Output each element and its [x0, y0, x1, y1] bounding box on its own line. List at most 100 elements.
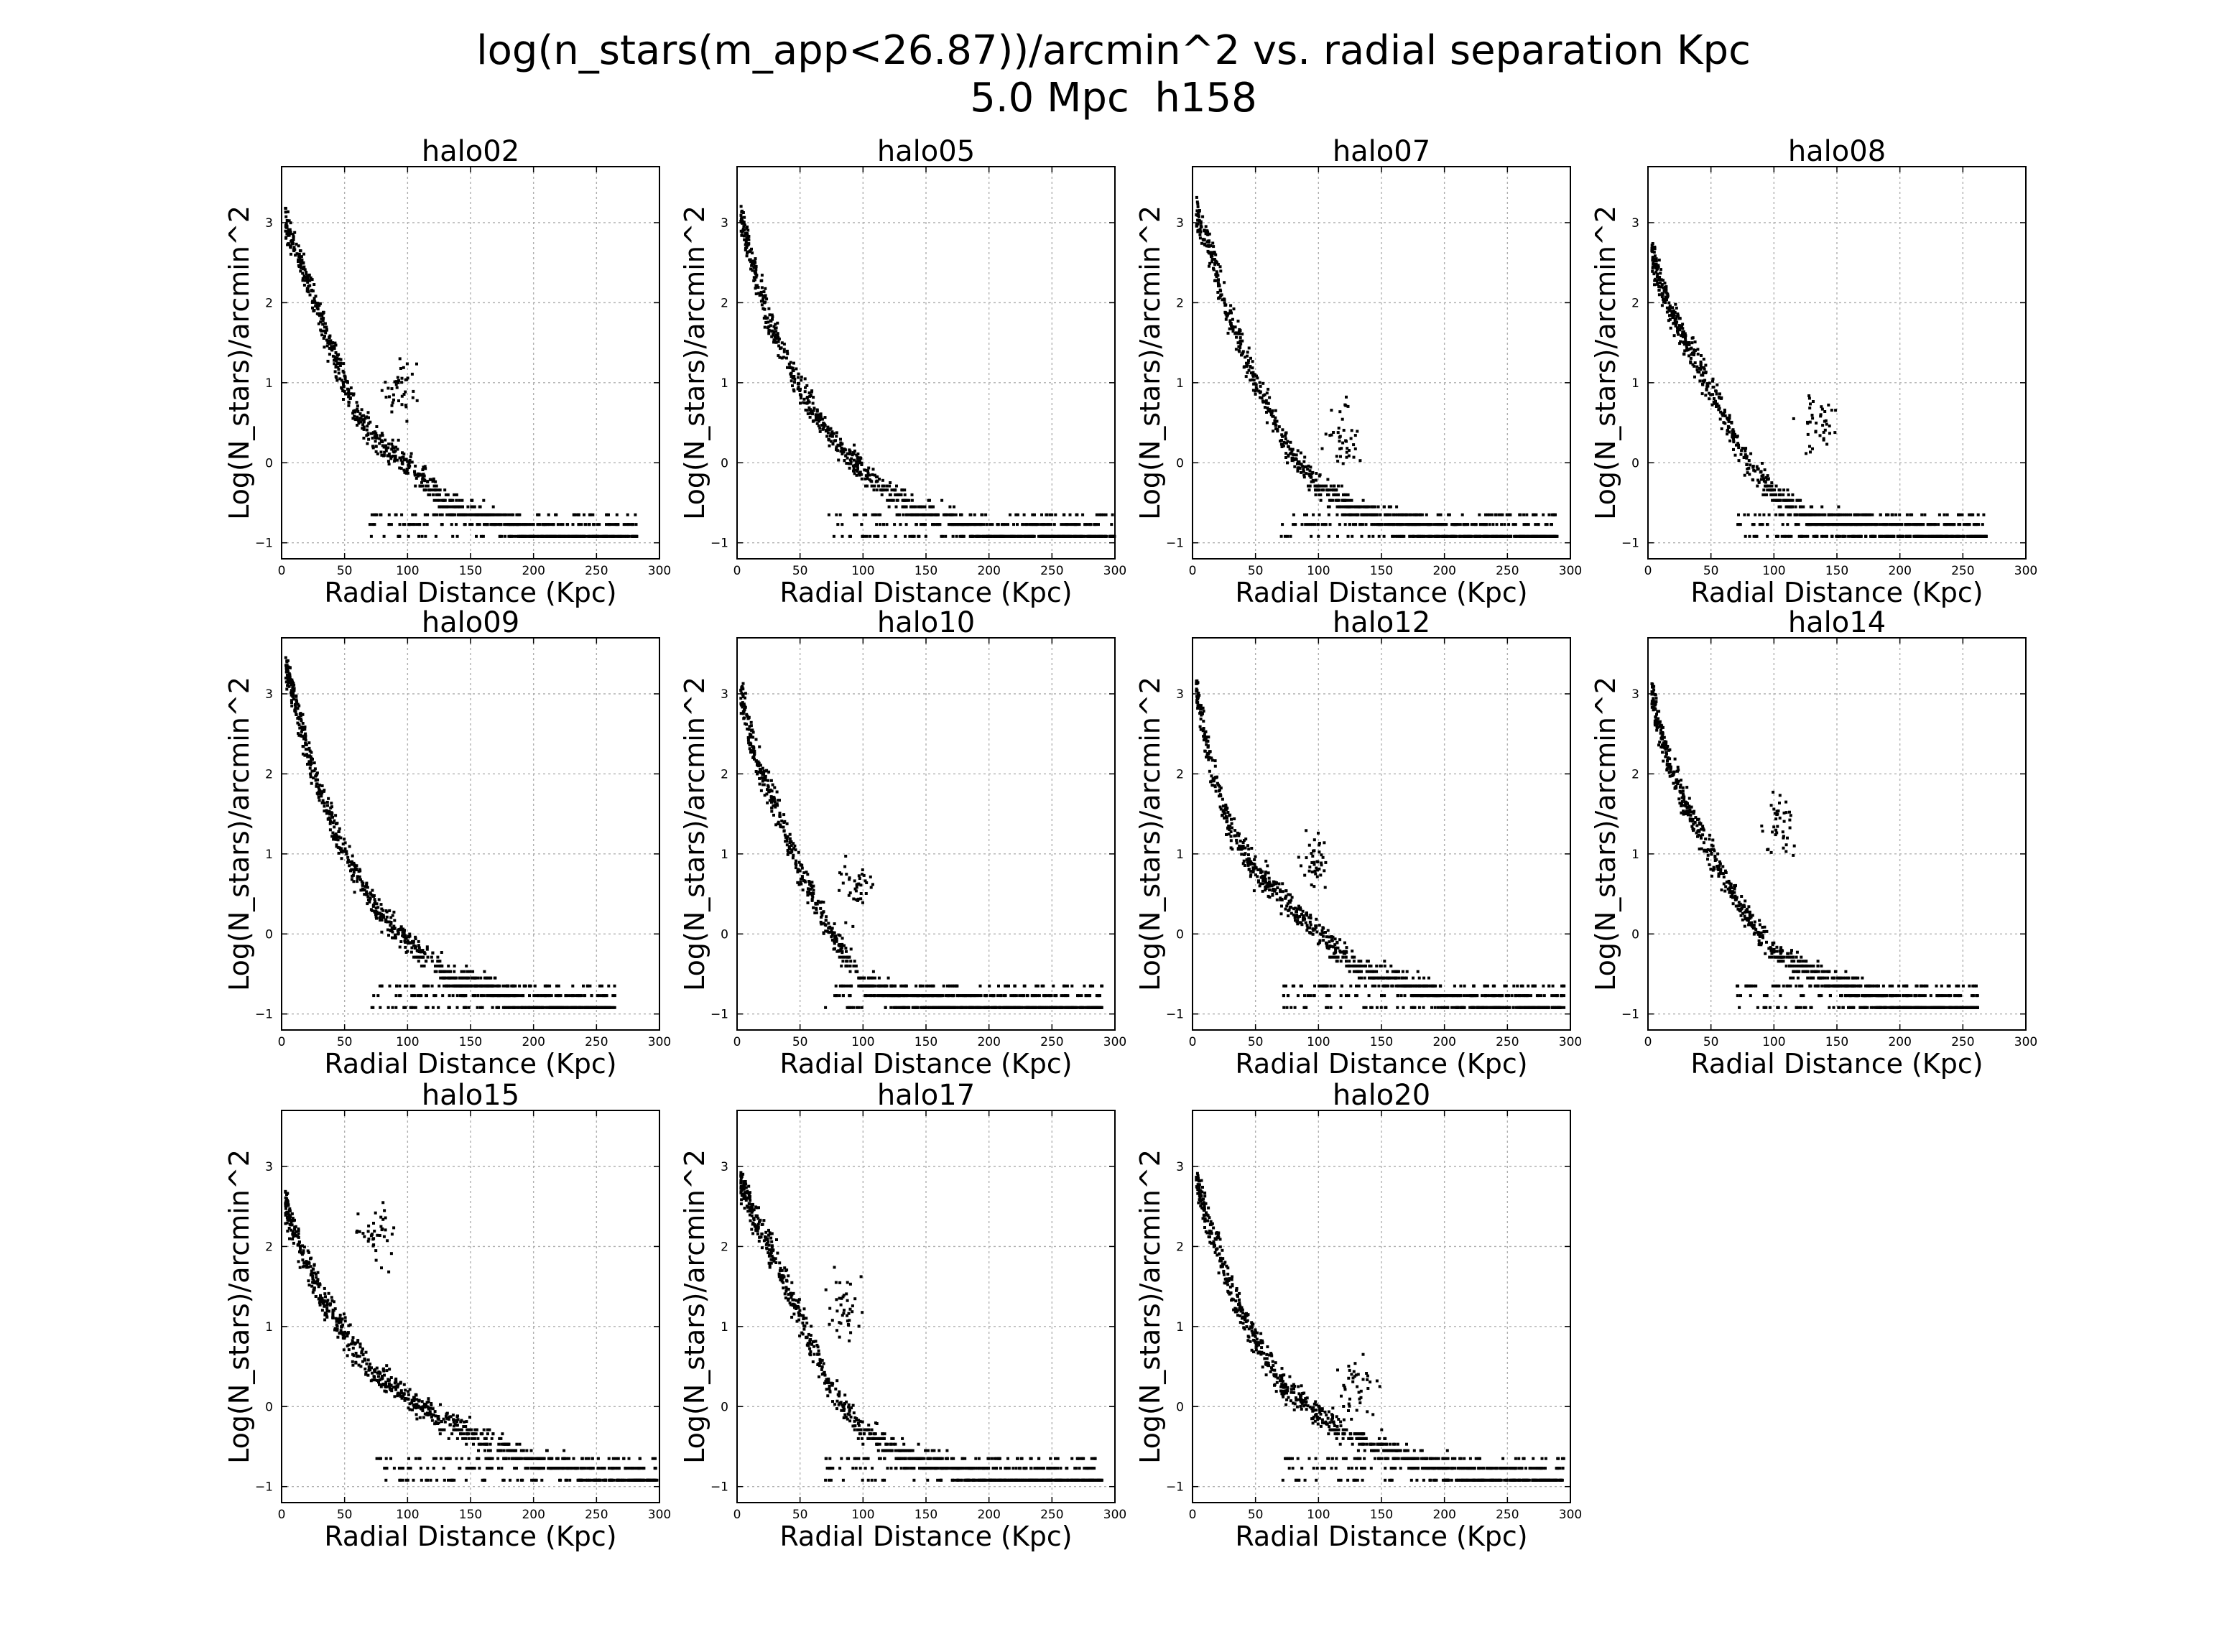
data-point: [295, 242, 298, 246]
data-point: [606, 513, 609, 516]
data-point: [859, 473, 863, 476]
data-point: [323, 335, 326, 338]
data-point: [380, 918, 384, 922]
data-point: [1363, 513, 1366, 516]
data-point: [1930, 534, 1933, 538]
data-point: [596, 523, 599, 526]
data-point: [750, 264, 754, 267]
data-point: [458, 505, 461, 509]
data-point: [1784, 505, 1788, 509]
data-point: [958, 534, 962, 538]
data-point: [874, 513, 878, 516]
data-point: [1935, 534, 1939, 538]
data-point: [760, 293, 763, 297]
data-point: [853, 458, 856, 462]
data-point: [507, 513, 511, 516]
data-point: [1816, 523, 1820, 526]
data-point: [541, 523, 545, 526]
data-point: [1825, 422, 1828, 426]
data-point: [1338, 440, 1341, 443]
data-point: [1683, 341, 1687, 345]
data-point: [1937, 513, 1941, 516]
data-point: [320, 329, 323, 333]
data-point: [1309, 465, 1312, 469]
data-point: [1977, 523, 1981, 526]
data-point: [500, 534, 504, 538]
data-point: [366, 895, 370, 899]
data-point: [1484, 523, 1488, 526]
data-point: [1808, 420, 1812, 424]
data-point: [1532, 534, 1535, 538]
data-point: [1700, 354, 1703, 357]
data-point: [1827, 403, 1830, 407]
data-point: [1820, 513, 1823, 516]
data-point: [393, 458, 397, 461]
data-point: [1660, 304, 1664, 307]
data-point: [498, 984, 501, 988]
data-point: [473, 505, 476, 509]
data-point: [1663, 282, 1667, 285]
data-point: [441, 976, 445, 980]
figure-title-line2: 5.0 Mpc h158: [970, 75, 1257, 121]
data-point: [1413, 513, 1417, 516]
data-point: [1718, 417, 1722, 421]
data-point: [412, 944, 415, 947]
data-point: [382, 454, 385, 458]
data-point: [955, 534, 958, 538]
data-point: [1241, 352, 1244, 356]
data-point: [1656, 264, 1659, 268]
data-point: [764, 321, 768, 324]
data-point: [284, 656, 287, 659]
data-point: [287, 685, 291, 688]
data-point: [904, 498, 908, 502]
data-point: [1728, 430, 1731, 434]
data-point: [318, 312, 320, 315]
data-point: [966, 523, 970, 526]
data-point: [392, 924, 396, 928]
data-point: [1854, 523, 1858, 526]
data-point: [1068, 523, 1072, 526]
data-point: [491, 1006, 494, 1009]
data-point: [849, 534, 852, 538]
data-point: [749, 249, 752, 252]
data-point: [1786, 505, 1790, 509]
data-point: [432, 513, 435, 516]
data-point: [1360, 534, 1363, 538]
data-point: [1435, 523, 1439, 526]
data-point: [1341, 462, 1345, 465]
data-point: [598, 534, 601, 538]
data-point: [455, 498, 458, 502]
data-point: [1375, 513, 1379, 516]
data-point: [1727, 419, 1731, 423]
data-point: [547, 523, 550, 526]
data-point: [917, 513, 920, 516]
data-point: [976, 523, 979, 526]
data-point: [1342, 493, 1345, 496]
data-point: [773, 339, 777, 343]
data-point: [802, 401, 805, 404]
data-point: [1443, 523, 1447, 526]
data-point: [298, 256, 302, 259]
data-point: [386, 454, 390, 458]
data-point: [1388, 513, 1392, 516]
data-point: [319, 320, 323, 324]
data-point: [1269, 410, 1272, 414]
data-point: [1715, 392, 1718, 396]
data-point: [749, 260, 753, 264]
data-point: [417, 944, 420, 947]
data-point: [1367, 505, 1371, 509]
data-point: [848, 466, 851, 470]
data-point: [563, 534, 567, 538]
data-point: [1791, 493, 1795, 496]
data-point: [1651, 245, 1654, 249]
data-point: [1695, 365, 1699, 368]
data-point: [798, 393, 802, 396]
data-point: [342, 383, 345, 386]
data-point: [772, 330, 776, 334]
data-point: [432, 484, 436, 488]
data-point: [1737, 446, 1741, 450]
scatter-points: [284, 656, 616, 1009]
data-point: [380, 389, 384, 392]
data-point: [311, 306, 314, 310]
